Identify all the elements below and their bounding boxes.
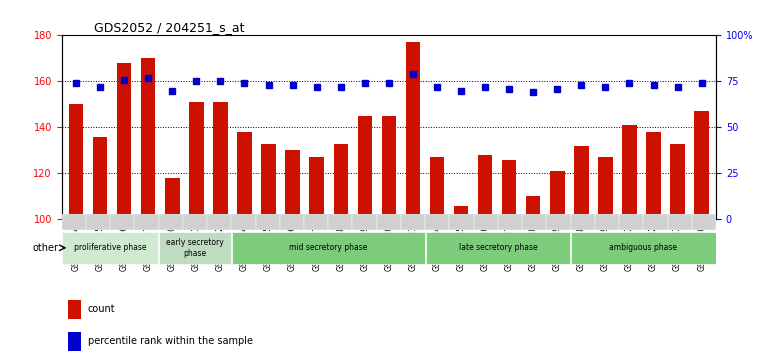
Bar <box>357 116 372 354</box>
Text: proliferative phase: proliferative phase <box>74 243 146 252</box>
Text: mid secretory phase: mid secretory phase <box>289 243 367 252</box>
Text: other: other <box>33 243 59 253</box>
Bar <box>498 214 522 230</box>
Bar <box>547 214 571 230</box>
Bar <box>425 214 450 230</box>
Bar <box>401 214 425 230</box>
Bar <box>310 157 324 354</box>
Bar <box>237 132 252 354</box>
Bar <box>502 160 517 354</box>
Bar <box>595 214 619 230</box>
Bar <box>692 214 716 230</box>
Bar <box>207 214 231 230</box>
Bar <box>62 214 85 230</box>
Bar <box>522 214 547 230</box>
Bar <box>454 206 468 354</box>
Bar <box>382 116 396 354</box>
Bar <box>286 150 300 354</box>
Bar <box>231 214 256 230</box>
Bar <box>574 146 588 354</box>
FancyBboxPatch shape <box>426 232 570 264</box>
FancyBboxPatch shape <box>159 232 231 264</box>
Bar <box>622 125 637 354</box>
Bar <box>280 214 304 230</box>
Bar <box>406 42 420 354</box>
Bar <box>619 214 644 230</box>
Bar <box>182 214 207 230</box>
Text: late secretory phase: late secretory phase <box>459 243 537 252</box>
Bar <box>668 214 692 230</box>
Bar <box>117 63 132 354</box>
Bar <box>598 157 613 354</box>
Bar <box>333 144 348 354</box>
Text: GDS2052 / 204251_s_at: GDS2052 / 204251_s_at <box>94 21 245 34</box>
Bar <box>134 214 159 230</box>
Bar <box>695 111 709 354</box>
Bar <box>165 178 179 354</box>
Text: count: count <box>88 304 116 314</box>
Text: ambiguous phase: ambiguous phase <box>609 243 678 252</box>
Bar <box>571 214 595 230</box>
FancyBboxPatch shape <box>232 232 425 264</box>
Bar <box>644 214 668 230</box>
Text: percentile rank within the sample: percentile rank within the sample <box>88 336 253 346</box>
Bar <box>304 214 328 230</box>
Bar <box>450 214 474 230</box>
Bar <box>110 214 134 230</box>
Bar <box>646 132 661 354</box>
Text: early secretory
phase: early secretory phase <box>166 238 224 257</box>
Bar <box>430 157 444 354</box>
Bar <box>526 196 541 354</box>
Bar <box>159 214 182 230</box>
Bar <box>68 332 81 351</box>
Bar <box>328 214 353 230</box>
Bar <box>353 214 377 230</box>
FancyBboxPatch shape <box>62 232 158 264</box>
Bar <box>474 214 498 230</box>
Bar <box>213 102 228 354</box>
Bar <box>377 214 401 230</box>
Bar <box>256 214 280 230</box>
Bar <box>189 102 203 354</box>
Bar <box>69 104 83 354</box>
FancyBboxPatch shape <box>571 232 715 264</box>
Bar <box>85 214 110 230</box>
Bar <box>261 144 276 354</box>
Bar <box>93 137 107 354</box>
Bar <box>141 58 156 354</box>
Bar <box>550 171 564 354</box>
Bar <box>478 155 492 354</box>
Bar <box>68 300 81 319</box>
Bar <box>671 144 685 354</box>
